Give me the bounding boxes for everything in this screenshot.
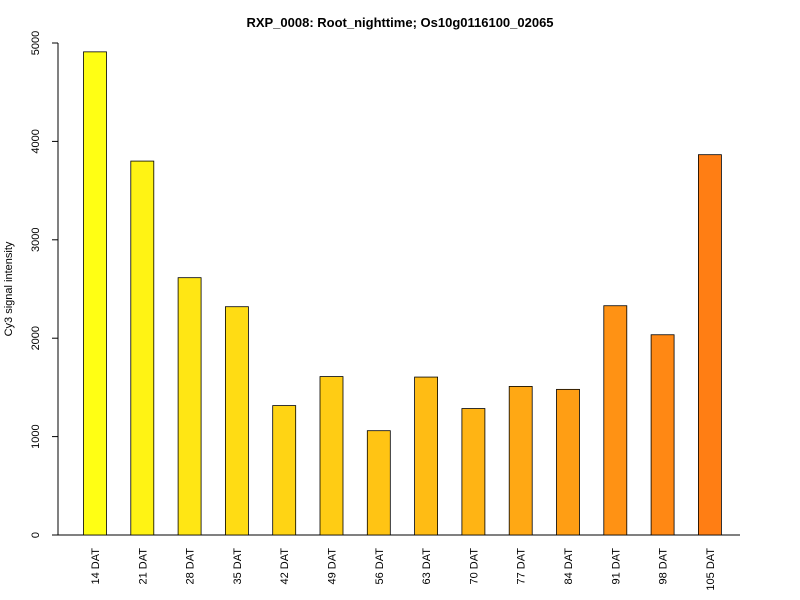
y-tick-label: 2000 [30, 326, 42, 350]
bar [83, 51, 107, 536]
bar [414, 376, 439, 536]
y-axis-label: Cy3 signal intensity [3, 241, 15, 336]
y-tick-label: 1000 [30, 424, 42, 448]
y-tick-label: 4000 [30, 129, 42, 153]
bar [224, 306, 249, 536]
x-tick-label: 14 DAT [90, 548, 102, 585]
x-axis: 14 DAT 21 DAT 28 DAT 35 DAT 42 DAT 49 DAT 56 D… [58, 534, 740, 591]
y-tick-label: 3000 [30, 228, 42, 252]
bar [508, 386, 533, 536]
y-tick-label: 5000 [30, 31, 42, 55]
x-tick-label: 98 DAT [658, 548, 670, 585]
bars-group [83, 51, 722, 536]
bar [177, 277, 202, 536]
x-tick-label: 35 DAT [232, 548, 244, 585]
bar [650, 334, 675, 536]
x-tick-label: 84 DAT [563, 548, 575, 585]
bar [603, 305, 628, 536]
bar [130, 160, 155, 536]
x-tick-label: 91 DAT [610, 548, 622, 585]
x-tick-label: 28 DAT [185, 548, 197, 585]
x-tick-label: 70 DAT [468, 548, 480, 585]
chart-title: RXP_0008: Root_nighttime; Os10g0116100_0… [246, 15, 553, 30]
y-axis: 0 1000 2000 3000 4000 5000 [30, 31, 59, 538]
y-tick-label: 0 [30, 532, 42, 538]
x-tick-label: 77 DAT [516, 548, 528, 585]
x-tick-label: 105 DAT [705, 548, 717, 591]
bar [461, 408, 486, 536]
x-tick-label: 42 DAT [279, 548, 291, 585]
x-tick-label: 56 DAT [374, 548, 386, 585]
bar [698, 154, 722, 536]
bar [319, 376, 344, 536]
bar [556, 388, 580, 536]
x-tick-label: 21 DAT [137, 548, 149, 585]
bar [366, 430, 391, 536]
x-tick-label: 63 DAT [421, 548, 433, 585]
bar [272, 405, 297, 536]
x-tick-label: 49 DAT [327, 548, 339, 585]
